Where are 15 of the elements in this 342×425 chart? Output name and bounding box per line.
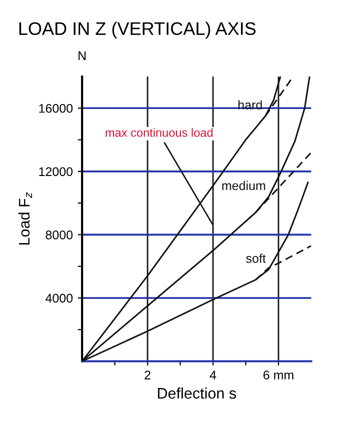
- y-tick-label: 16000: [39, 104, 73, 113]
- y-axis-title: Load F$_{z}$: [18, 192, 32, 245]
- series-label: hard: [238, 100, 262, 110]
- x-tick-label: 2: [144, 370, 150, 380]
- series-label: medium: [222, 180, 266, 190]
- chart-title: LOAD IN Z (VERTICAL) AXIS: [19, 22, 256, 39]
- y-tick-label: 4000: [46, 294, 73, 303]
- text: N: [78, 51, 86, 60]
- y-tick-label: 8000: [46, 230, 73, 240]
- x-axis-title: Deflection s: [158, 387, 236, 399]
- series-label: soft: [246, 254, 266, 263]
- annotation: max continuous load: [106, 128, 213, 137]
- x-tick-label: 6 mm: [263, 370, 294, 380]
- y-tick-label: 12000: [39, 167, 73, 176]
- x-tick-label: 4: [210, 370, 216, 380]
